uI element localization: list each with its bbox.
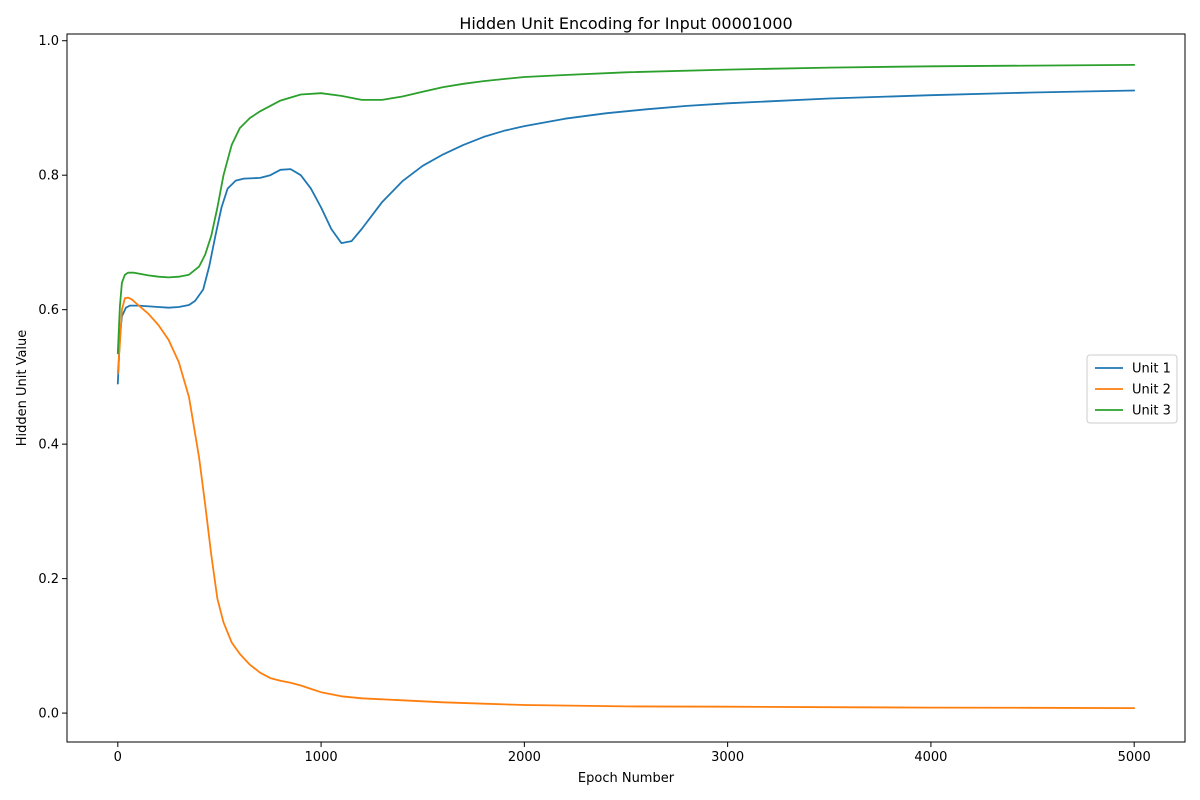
x-tick-label: 4000 (914, 750, 947, 765)
x-axis-label: Epoch Number (578, 771, 675, 786)
series-line-unit-1 (116, 89, 1136, 385)
y-axis: 0.0 0.2 0.4 0.6 0.8 1.0 (38, 34, 67, 722)
y-tick-label: 0.4 (38, 438, 59, 453)
series-line-unit-2 (116, 296, 1136, 709)
x-axis: 0 1000 2000 3000 4000 5000 (114, 742, 1151, 765)
legend-label: Unit 1 (1132, 362, 1171, 377)
y-tick-label: 0.0 (38, 707, 59, 722)
x-tick-label: 1000 (305, 750, 338, 765)
y-tick-label: 0.6 (38, 303, 59, 318)
x-tick-label: 5000 (1118, 750, 1151, 765)
chart-title: Hidden Unit Encoding for Input 00001000 (459, 14, 792, 33)
legend-box (1086, 354, 1178, 424)
x-tick-label: 2000 (508, 750, 541, 765)
legend: Unit 1 Unit 2 Unit 3 (1086, 354, 1178, 424)
legend-label: Unit 2 (1132, 383, 1171, 398)
plot-frame (66, 33, 1186, 743)
legend-label: Unit 3 (1132, 404, 1171, 419)
y-tick-label: 0.2 (38, 572, 59, 587)
x-tick-label: 0 (114, 750, 122, 765)
x-tick-label: 3000 (711, 750, 744, 765)
series-layer (116, 64, 1136, 709)
y-tick-label: 0.8 (38, 169, 59, 184)
plot-area (66, 33, 1186, 743)
series-line-unit-3 (116, 64, 1136, 355)
y-axis-label: Hidden Unit Value (15, 330, 30, 447)
y-tick-label: 1.0 (38, 34, 59, 49)
